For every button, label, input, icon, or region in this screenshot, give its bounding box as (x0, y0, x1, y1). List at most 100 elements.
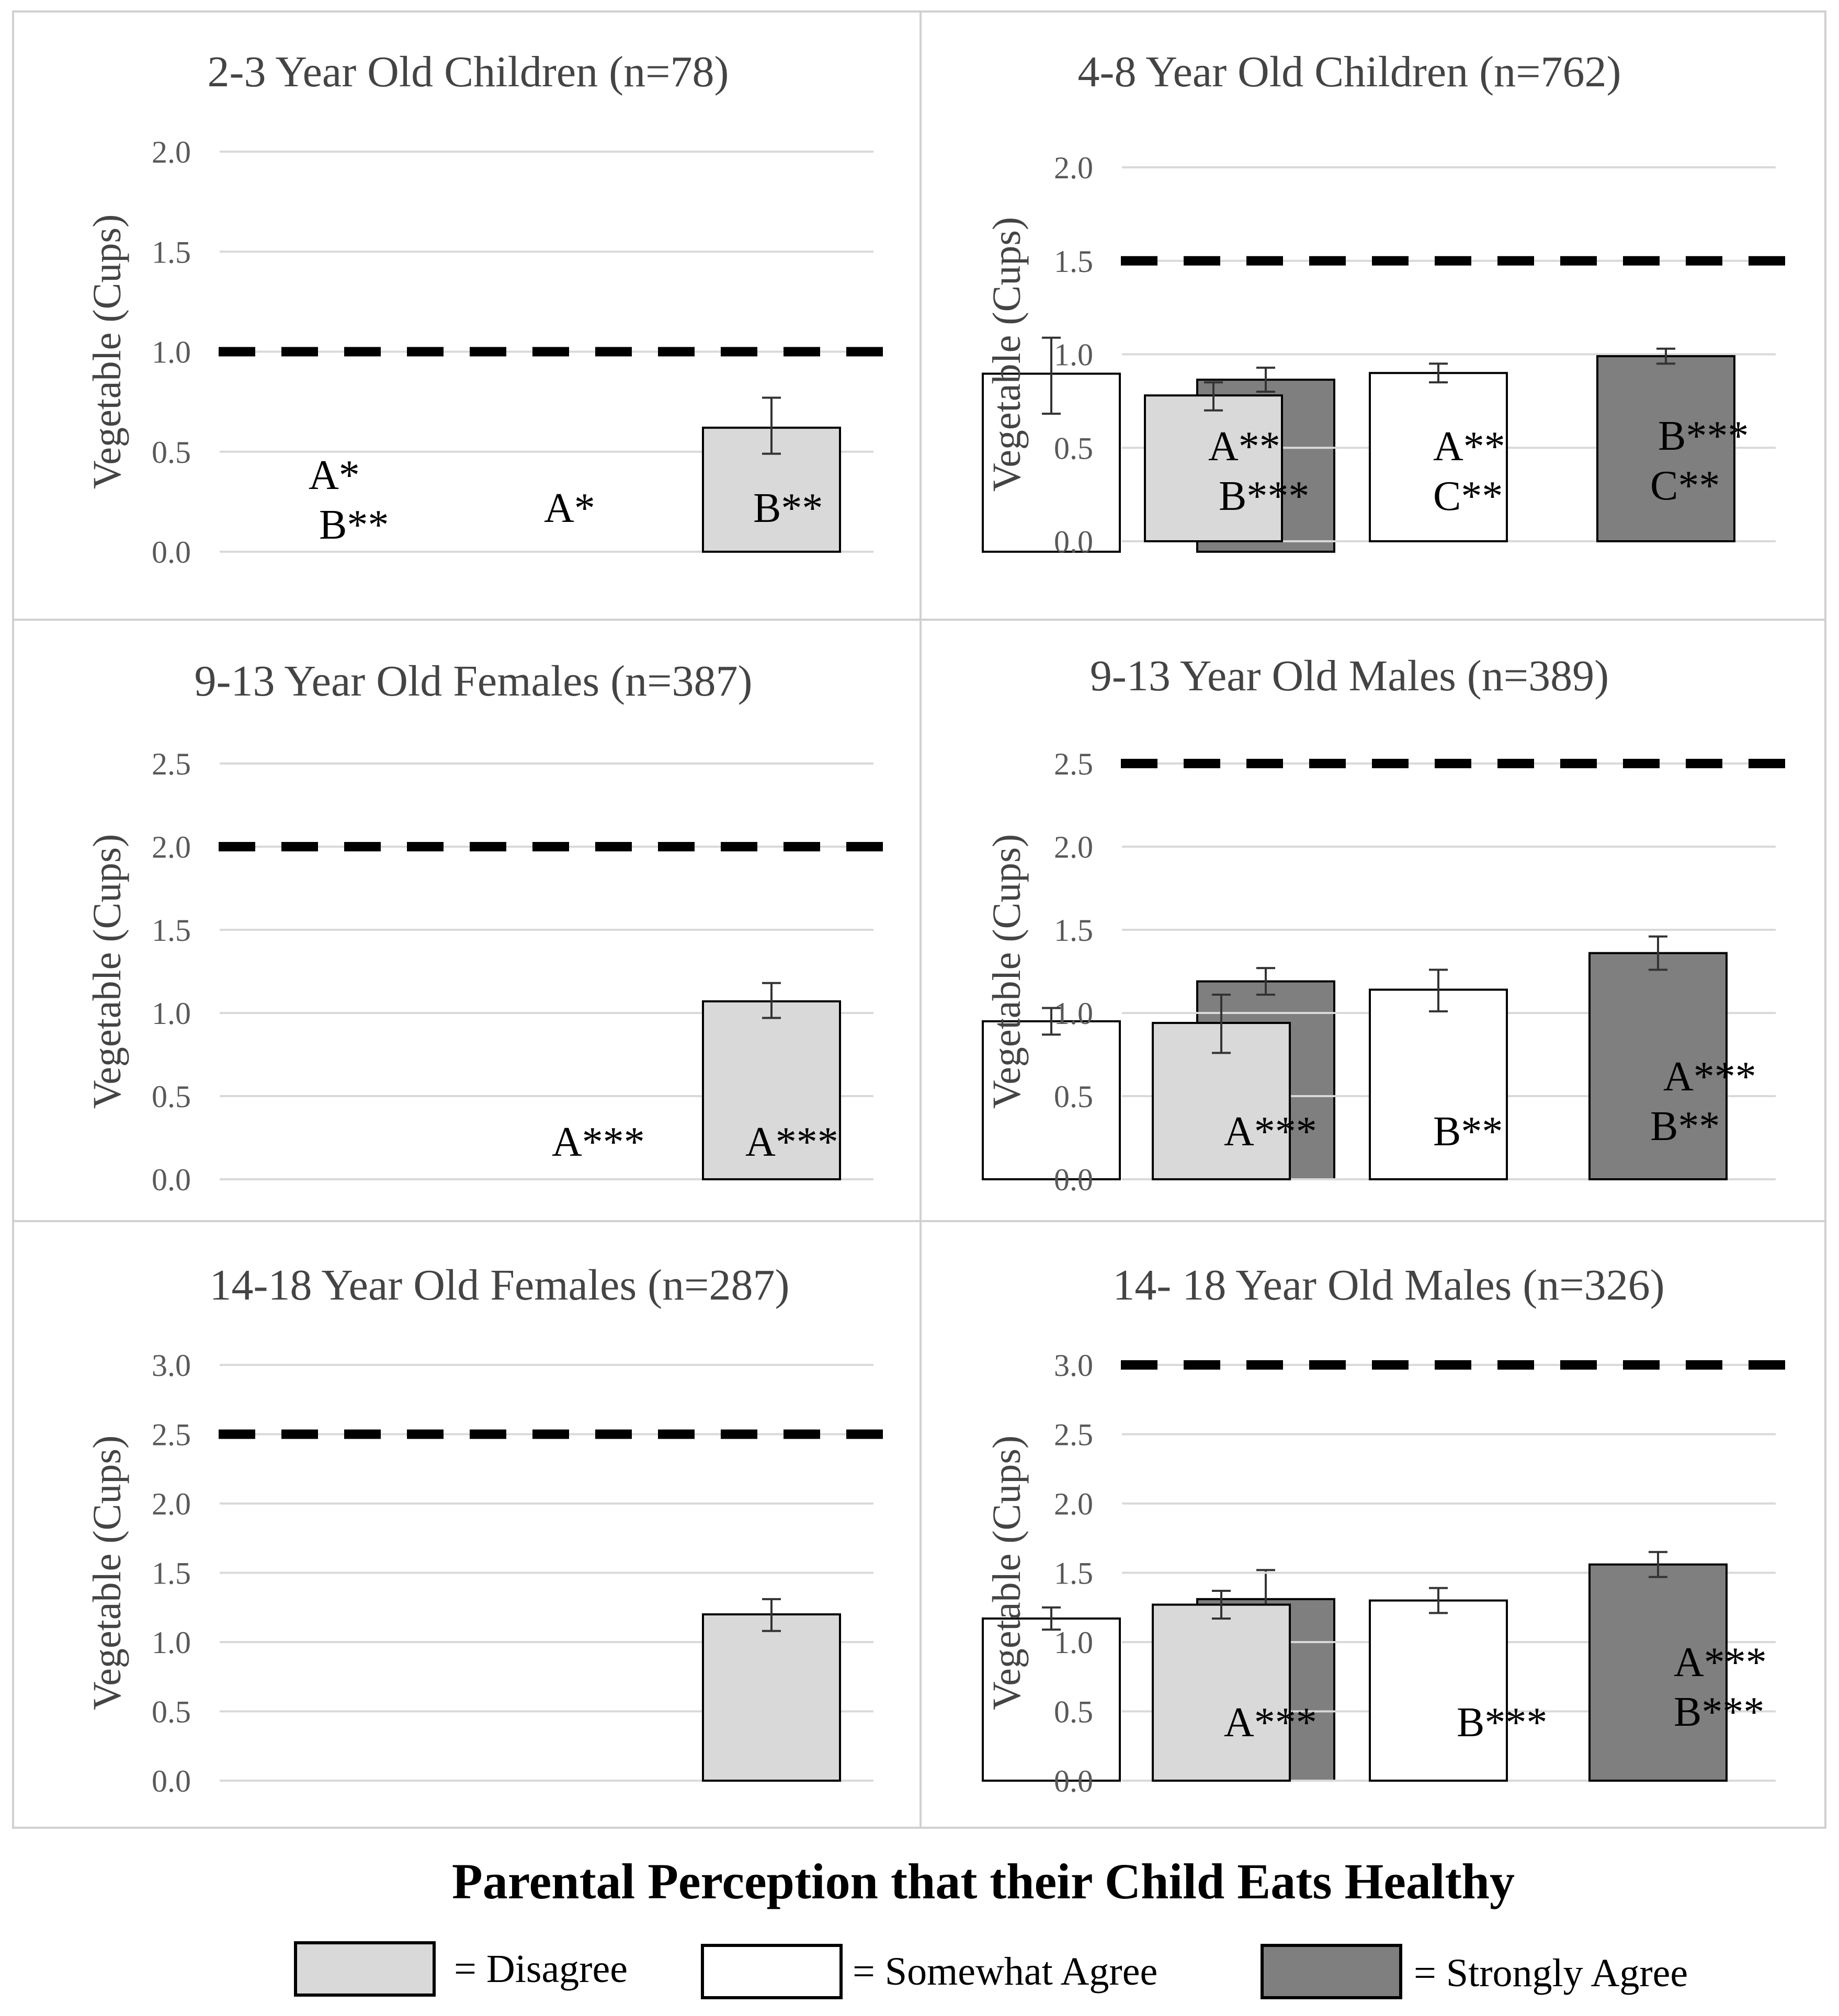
y-tick-label: 2.5 (152, 1418, 191, 1452)
y-axis-label: Vegetable (Cups) (85, 1436, 129, 1711)
y-tick-label: 0.0 (1054, 1764, 1093, 1798)
error-bar (1042, 1606, 1061, 1631)
y-axis-label: Vegetable (Cups) (985, 1436, 1029, 1711)
y-axis-label: Vegetable (Cups) (85, 834, 129, 1109)
error-bar (1656, 347, 1675, 365)
y-tick-label: 0.5 (1054, 1695, 1093, 1729)
significance-label: A*** (1224, 1109, 1317, 1155)
y-tick-label: 0.0 (1054, 525, 1093, 559)
y-tick-label: 0.0 (152, 1163, 191, 1197)
bar-disagree (702, 1613, 841, 1782)
y-tick-label: 3.0 (1054, 1348, 1093, 1383)
y-tick-label: 1.5 (1054, 913, 1093, 948)
bar-disagree (1152, 1603, 1291, 1782)
y-tick-label: 1.0 (152, 1625, 191, 1660)
significance-label: A** (1208, 424, 1280, 470)
error-bar (1256, 967, 1275, 996)
significance-label: A*** (745, 1119, 838, 1165)
error-bar (1212, 994, 1231, 1054)
y-tick-label: 1.0 (1054, 338, 1093, 372)
y-tick-label: 0.0 (152, 1764, 191, 1798)
chart-panel: 0.0 0.5 1.0 1.5 2.0 2.5 3.0 Vegetable (Cups) 14-… (919, 1220, 1826, 1829)
bar-somewhat-agree (1369, 988, 1508, 1180)
error-bar (1649, 1551, 1667, 1578)
figure-x-axis-label: Parental Perception that their Child Eat… (452, 1853, 1515, 1909)
panel-title: 14- 18 Year Old Males (n=326) (1113, 1261, 1664, 1309)
y-tick-label: 0.5 (1054, 1079, 1093, 1114)
error-bar (1204, 381, 1223, 412)
significance-label: A*** (1224, 1700, 1317, 1746)
panel-title: 9-13 Year Old Females (n=387) (195, 657, 753, 705)
chart-panel: 0.0 0.5 1.0 1.5 2.0 2.5 Vegetable (Cups) 9-13 Y… (919, 619, 1826, 1222)
y-tick-label: 1.5 (152, 235, 191, 269)
y-tick-label: 0.5 (152, 435, 191, 470)
legend-label-somewhat-agree: = Somewhat Agree (853, 1950, 1157, 1994)
panel-title: 14-18 Year Old Females (n=287) (210, 1261, 790, 1309)
legend-label-strongly-agree: = Strongly Agree (1414, 1951, 1688, 1995)
bar-strongly-agree (1588, 952, 1728, 1181)
legend-swatch-disagree (294, 1941, 436, 1997)
y-tick-label: 0.5 (1054, 431, 1093, 465)
error-bar (1429, 1587, 1448, 1614)
chart-panel: 0.0 0.5 1.0 1.5 2.0 Vegetable (Cups) 4-8 Year … (919, 10, 1826, 621)
bar-strongly-agree (1588, 1563, 1728, 1782)
y-tick-label: 2.5 (1054, 1418, 1093, 1452)
panel-title: 4-8 Year Old Children (n=762) (1078, 48, 1621, 96)
y-tick-label: 1.0 (152, 335, 191, 370)
chart-panel: 0.0 0.5 1.0 1.5 2.0 2.5 Vegetable (Cups) 9-13 Y… (12, 619, 1335, 1222)
y-tick-label: 0.0 (152, 535, 191, 570)
significance-label: B*** (1457, 1700, 1547, 1746)
bar-somewhat-agree (1369, 1599, 1508, 1782)
y-axis-label: Vegetable (Cups) (985, 217, 1029, 492)
y-tick-label: 2.5 (152, 747, 191, 781)
error-bar (1649, 935, 1667, 971)
error-bar (1429, 969, 1448, 1012)
y-tick-label: 2.0 (152, 1487, 191, 1521)
y-tick-label: 2.0 (1054, 151, 1093, 185)
significance-label: A* (544, 485, 595, 531)
legend-swatch-somewhat-agree (701, 1944, 843, 1999)
panel-title: 9-13 Year Old Males (n=389) (1090, 652, 1609, 700)
y-tick-label: 0.5 (152, 1695, 191, 1729)
legend: = Disagree = Somewhat Agree = Strongly A… (294, 1941, 1688, 1999)
y-tick-label: 2.0 (1054, 830, 1093, 864)
bar-somewhat-agree (982, 1617, 1121, 1782)
panel-title: 2-3 Year Old Children (n=78) (208, 48, 729, 96)
y-tick-label: 1.5 (152, 913, 191, 948)
significance-label: B*** (1674, 1689, 1764, 1735)
significance-label: B*** (1219, 473, 1309, 519)
y-tick-label: 2.0 (152, 830, 191, 864)
bar-disagree (1144, 394, 1283, 543)
chart-panels: 0.0 0.5 1.0 1.5 2.0 Vegetable (Cups) 2-3 Year … (12, 10, 1826, 1829)
significance-label: A*** (1663, 1054, 1756, 1100)
error-bar (1256, 367, 1275, 393)
significance-label: A*** (1674, 1639, 1767, 1685)
error-bar (1429, 362, 1448, 384)
legend-label-disagree: = Disagree (454, 1947, 628, 1991)
y-tick-label: 1.0 (152, 996, 191, 1031)
panel-border (919, 1220, 1826, 1829)
significance-label: B** (1650, 1103, 1720, 1149)
y-tick-label: 3.0 (152, 1348, 191, 1383)
y-axis-label: Vegetable (Cups) (85, 214, 129, 489)
y-tick-label: 0.5 (152, 1079, 191, 1114)
bar-disagree (702, 1000, 841, 1180)
error-bar (762, 396, 781, 455)
error-bar (762, 1598, 781, 1632)
error-bar (1212, 1589, 1231, 1620)
y-tick-label: 2.0 (152, 135, 191, 169)
y-tick-label: 2.0 (1054, 1487, 1093, 1521)
significance-label: B*** (1658, 413, 1749, 459)
significance-label: A* (309, 452, 360, 498)
y-tick-label: 1.0 (1054, 1625, 1093, 1660)
y-tick-label: 1.5 (1054, 1556, 1093, 1591)
significance-label: B** (753, 485, 823, 531)
error-bar (762, 982, 781, 1019)
y-tick-label: 1.5 (1054, 244, 1093, 279)
y-tick-label: 1.0 (1054, 996, 1093, 1031)
significance-label: C** (1433, 473, 1503, 519)
significance-label: B** (319, 502, 389, 548)
legend-swatch-strongly-agree (1261, 1944, 1402, 1999)
y-tick-label: 0.0 (1054, 1163, 1093, 1197)
